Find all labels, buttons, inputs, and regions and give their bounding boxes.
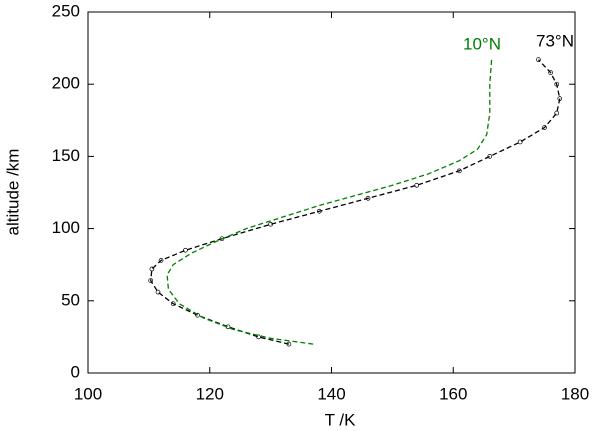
data-point [414, 182, 420, 188]
data-point [286, 341, 292, 347]
y-tick-label: 250 [52, 1, 80, 20]
x-axis-label: T /K [325, 410, 357, 429]
data-point [557, 96, 563, 101]
data-point [148, 278, 154, 283]
data-point [149, 266, 155, 272]
data-point [170, 301, 176, 307]
data-point [268, 221, 273, 227]
data-point [542, 125, 547, 130]
y-tick-label: 200 [52, 74, 80, 93]
data-point [548, 70, 554, 75]
data-point [155, 289, 161, 295]
data-point [554, 81, 560, 87]
y-tick-label: 50 [61, 290, 80, 309]
data-point [487, 154, 493, 159]
annotation: 73°N [536, 31, 574, 50]
data-point [365, 195, 371, 201]
data-point [195, 312, 200, 318]
y-tick-label: 100 [52, 218, 80, 237]
data-point [456, 168, 462, 174]
data-point [256, 334, 261, 340]
series-line [166, 59, 493, 345]
x-tick-label: 100 [74, 384, 102, 403]
annotation: 10°N [463, 34, 501, 53]
y-tick-label: 0 [71, 362, 80, 381]
x-tick-label: 120 [196, 384, 224, 403]
data-point [316, 208, 322, 214]
x-tick-label: 140 [317, 384, 345, 403]
data-point [554, 110, 560, 116]
data-point [158, 258, 164, 263]
x-tick-label: 180 [561, 384, 589, 403]
x-tick-label: 160 [439, 384, 467, 403]
y-axis-label: altitude /km [3, 149, 22, 236]
plot-frame [87, 11, 576, 374]
data-point [536, 57, 541, 63]
series-line [150, 59, 561, 345]
data-point [183, 247, 188, 253]
y-tick-label: 150 [52, 146, 80, 165]
data-point [517, 139, 523, 145]
